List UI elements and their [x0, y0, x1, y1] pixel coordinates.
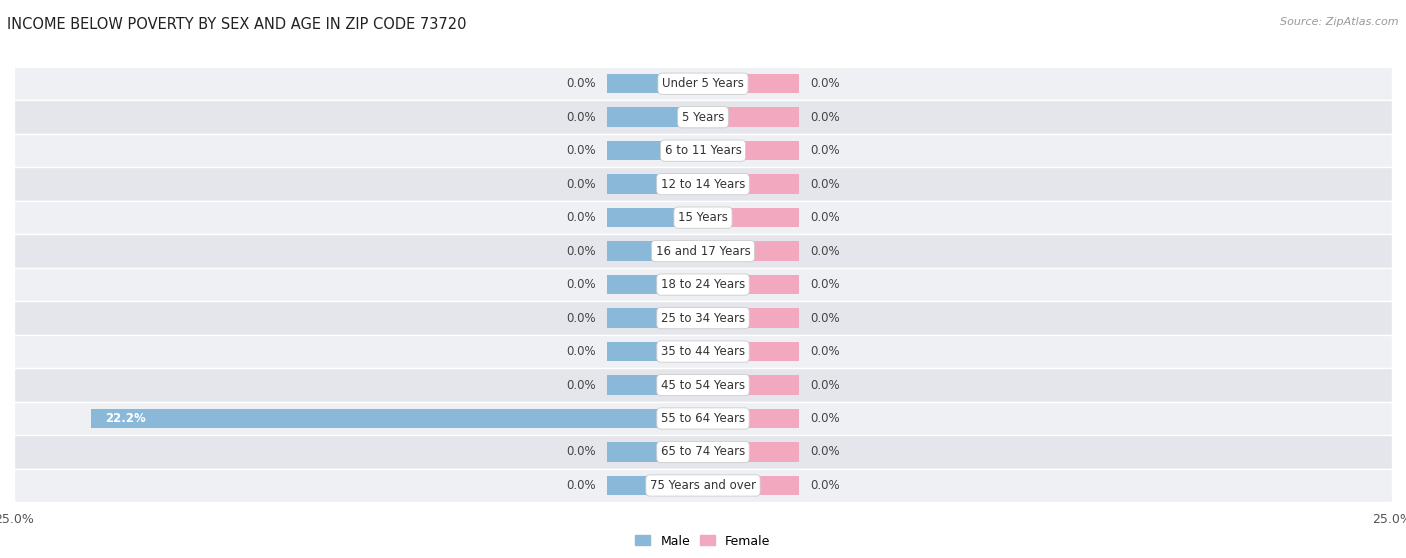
Bar — [14, 435, 1392, 469]
Bar — [606, 208, 703, 227]
Bar — [606, 242, 703, 261]
Bar — [14, 301, 1392, 335]
Text: 0.0%: 0.0% — [565, 378, 596, 392]
Text: 0.0%: 0.0% — [810, 345, 841, 358]
Bar — [703, 376, 800, 395]
Text: 0.0%: 0.0% — [565, 445, 596, 459]
Text: 55 to 64 Years: 55 to 64 Years — [661, 412, 745, 425]
Text: 0.0%: 0.0% — [565, 311, 596, 325]
Bar — [14, 268, 1392, 301]
Text: 0.0%: 0.0% — [565, 110, 596, 124]
Text: 75 Years and over: 75 Years and over — [650, 479, 756, 492]
Text: Under 5 Years: Under 5 Years — [662, 77, 744, 90]
Text: 0.0%: 0.0% — [810, 244, 841, 258]
Text: 0.0%: 0.0% — [810, 445, 841, 459]
Text: 0.0%: 0.0% — [565, 211, 596, 224]
Bar — [606, 342, 703, 361]
Text: 0.0%: 0.0% — [565, 77, 596, 90]
Bar — [703, 141, 800, 160]
Bar — [703, 108, 800, 127]
Bar — [91, 409, 703, 428]
Text: 5 Years: 5 Years — [682, 110, 724, 124]
Text: 0.0%: 0.0% — [810, 110, 841, 124]
Text: 12 to 14 Years: 12 to 14 Years — [661, 177, 745, 191]
Text: 0.0%: 0.0% — [810, 479, 841, 492]
Bar — [606, 442, 703, 461]
Bar — [703, 74, 800, 93]
Bar — [606, 376, 703, 395]
Text: 0.0%: 0.0% — [565, 144, 596, 157]
Bar — [14, 201, 1392, 234]
Bar — [14, 469, 1392, 502]
Text: 0.0%: 0.0% — [810, 77, 841, 90]
Text: 6 to 11 Years: 6 to 11 Years — [665, 144, 741, 157]
Text: 0.0%: 0.0% — [810, 278, 841, 291]
Text: 15 Years: 15 Years — [678, 211, 728, 224]
Bar — [703, 275, 800, 294]
Bar — [703, 208, 800, 227]
Bar — [703, 175, 800, 194]
Text: 35 to 44 Years: 35 to 44 Years — [661, 345, 745, 358]
Bar — [606, 476, 703, 495]
Bar — [606, 175, 703, 194]
Bar — [14, 402, 1392, 435]
Text: 0.0%: 0.0% — [810, 378, 841, 392]
Text: 0.0%: 0.0% — [810, 311, 841, 325]
Bar — [14, 368, 1392, 402]
Text: 45 to 54 Years: 45 to 54 Years — [661, 378, 745, 392]
Bar — [703, 242, 800, 261]
Text: 0.0%: 0.0% — [565, 177, 596, 191]
Text: 0.0%: 0.0% — [565, 345, 596, 358]
Text: 0.0%: 0.0% — [565, 278, 596, 291]
Bar — [14, 167, 1392, 201]
Text: 65 to 74 Years: 65 to 74 Years — [661, 445, 745, 459]
Bar — [14, 100, 1392, 134]
Text: 0.0%: 0.0% — [565, 479, 596, 492]
Bar — [703, 476, 800, 495]
Legend: Male, Female: Male, Female — [630, 530, 776, 552]
Bar — [606, 108, 703, 127]
Bar — [606, 141, 703, 160]
Bar — [703, 342, 800, 361]
Text: 0.0%: 0.0% — [810, 144, 841, 157]
Text: Source: ZipAtlas.com: Source: ZipAtlas.com — [1281, 17, 1399, 27]
Text: 16 and 17 Years: 16 and 17 Years — [655, 244, 751, 258]
Bar — [14, 234, 1392, 268]
Bar — [606, 309, 703, 328]
Bar — [703, 309, 800, 328]
Text: 22.2%: 22.2% — [105, 412, 146, 425]
Bar — [14, 67, 1392, 100]
Bar — [14, 134, 1392, 167]
Text: 0.0%: 0.0% — [810, 412, 841, 425]
Text: 0.0%: 0.0% — [565, 244, 596, 258]
Text: INCOME BELOW POVERTY BY SEX AND AGE IN ZIP CODE 73720: INCOME BELOW POVERTY BY SEX AND AGE IN Z… — [7, 17, 467, 32]
Bar — [703, 442, 800, 461]
Text: 18 to 24 Years: 18 to 24 Years — [661, 278, 745, 291]
Text: 0.0%: 0.0% — [810, 211, 841, 224]
Text: 0.0%: 0.0% — [810, 177, 841, 191]
Bar — [606, 74, 703, 93]
Bar — [703, 409, 800, 428]
Bar — [606, 275, 703, 294]
Bar — [14, 335, 1392, 368]
Text: 25 to 34 Years: 25 to 34 Years — [661, 311, 745, 325]
